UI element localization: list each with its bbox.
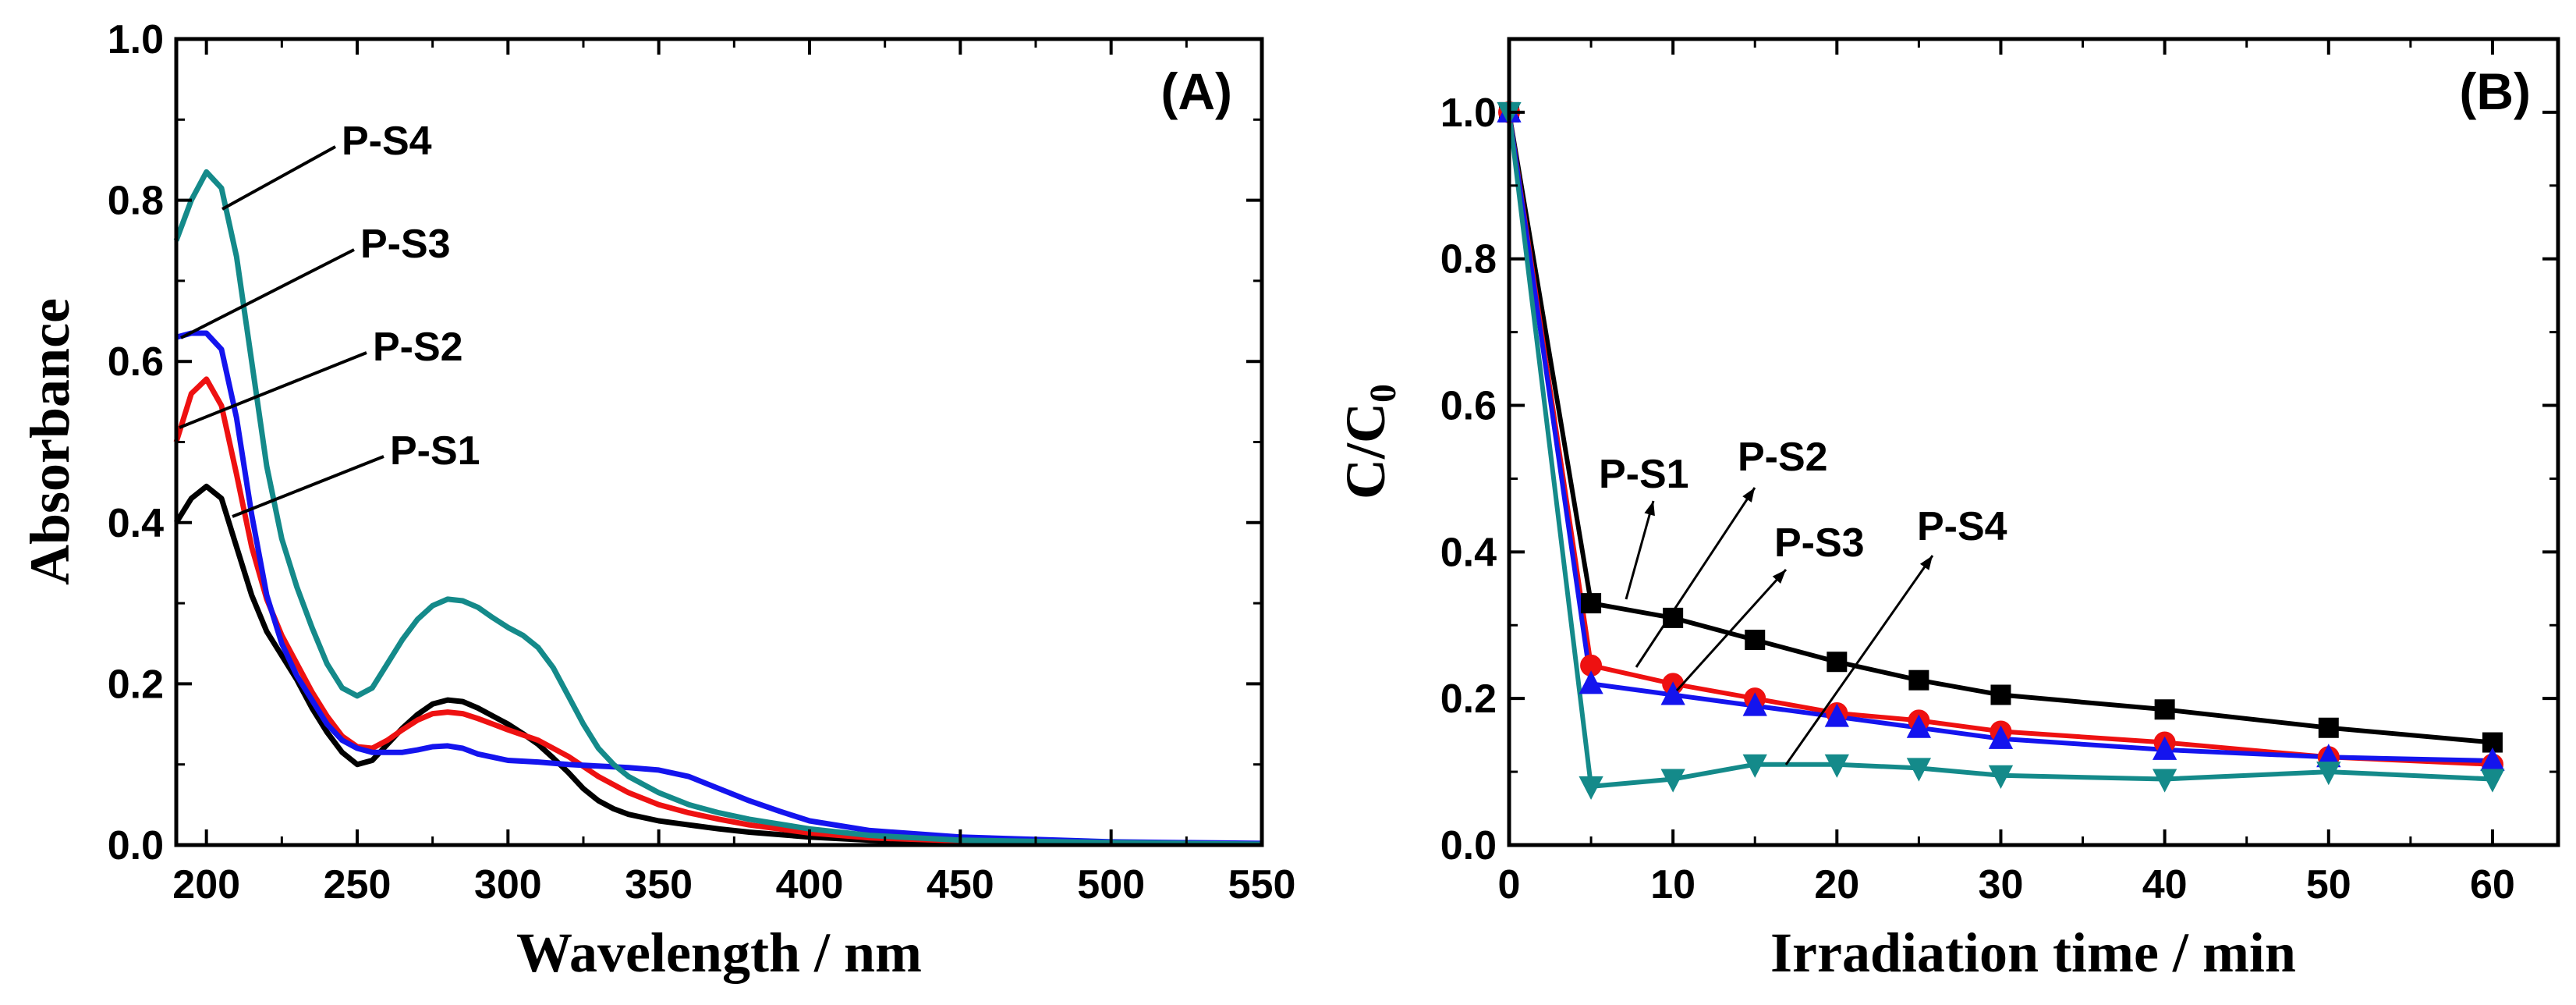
panel-b-series-arrowhead-p-s2 <box>1742 488 1755 502</box>
panel-b-point-p-s4 <box>1742 754 1767 778</box>
panel-b-point-p-s4 <box>2152 769 2177 793</box>
panel-b-y-tick-label: 1.0 <box>1440 91 1497 136</box>
panel-b-point-p-s4 <box>2316 762 2341 786</box>
panel-a-ticks: 200 250 300 350 400 450 500 550 0.0 0.2 0.4 0.6 0.8 1… <box>108 17 1296 907</box>
panel-a-x-tick-label: 400 <box>776 862 844 907</box>
panel-b-point-p-s1 <box>1745 630 1766 651</box>
panel-a-series-leader-p-s4 <box>221 145 336 211</box>
panel-b-series-line-p-s4 <box>1507 112 2493 789</box>
panel-b-point-p-s1 <box>1990 684 2011 705</box>
panel-a-y-tick-label: 1.0 <box>108 17 164 62</box>
panel-b-point-p-s1 <box>2154 699 2175 720</box>
panel-a-series-label-p-s3: P-S3 <box>360 222 451 267</box>
panel-b-series-leader-p-s3 <box>1675 568 1788 692</box>
panel-a-x-tick-label: 350 <box>625 862 693 907</box>
panel-a-series-label-p-s1: P-S1 <box>390 428 480 474</box>
panel-a-y-tick-label: 0.8 <box>108 179 164 224</box>
panel-a-x-tick-label: 550 <box>1228 862 1296 907</box>
panel-b-y-axis-title: C/C0 <box>1334 384 1404 499</box>
panel-b-y-axis-title-subscript: 0 <box>1362 384 1404 403</box>
panel-a-y-axis-title: Absorbance <box>19 298 81 585</box>
panel-b-x-tick-label: 50 <box>2306 862 2351 907</box>
panel-a-x-tick-label: 500 <box>1077 862 1145 907</box>
panel-b-point-p-s3 <box>2152 736 2177 760</box>
panel-b-point-p-s1 <box>2318 717 2339 738</box>
panel-a-series-leader-p-s1 <box>232 455 384 518</box>
panel-a-x-tick-label: 200 <box>172 862 240 907</box>
panel-b-series-label-p-s4: P-S4 <box>1917 504 2007 549</box>
panel-b: P-S1 P-S2P-S3 P-S4 0 10 20 30 40 50 600.00.20.40… <box>1334 37 2560 984</box>
panel-b-ticks: 0 10 20 30 40 50 60 0.0 0.2 0.4 0.6 0.8 1.0 <box>1440 37 2558 907</box>
panel-b-point-p-s1 <box>1827 652 1848 673</box>
panel-a-series-line-p-s3 <box>175 330 1263 847</box>
panel-a-y-tick-label: 0.2 <box>108 662 164 707</box>
panel-b-point-p-s4 <box>1660 769 1685 793</box>
panel-b-series-line-p-s3 <box>1507 112 2493 763</box>
panel-b-point-p-s4 <box>2480 769 2505 793</box>
panel-b-x-tick-label: 30 <box>1979 862 2024 907</box>
panel-a-series-label-p-s4: P-S4 <box>342 119 432 164</box>
panel-a-series-label-p-s2: P-S2 <box>373 325 463 370</box>
panel-b-series-label-p-s2: P-S2 <box>1738 435 1828 480</box>
panel-b-x-tick-label: 10 <box>1650 862 1695 907</box>
panel-a-y-tick-label: 0.4 <box>108 501 164 546</box>
panel-b-series-label-p-s3: P-S3 <box>1774 520 1865 566</box>
panel-b-label: (B) <box>2459 62 2531 120</box>
panel-b-plot-area: P-S1 P-S2 P-S3 P-S4 <box>1497 98 2505 801</box>
panel-b-y-tick-label: 0.6 <box>1440 384 1497 429</box>
panel-a-frame <box>174 37 1264 847</box>
panel-b-series-arrowhead-p-s1 <box>1644 501 1655 517</box>
panel-b-y-axis-title-main: C/C <box>1334 403 1397 499</box>
panel-b-series-leader-p-s1 <box>1625 500 1655 600</box>
panel-a-plot-area: P-S1 P-S2 P-S3 P-S4 <box>173 119 1263 847</box>
panel-b-point-p-s4 <box>1824 754 1849 778</box>
panel-a-x-tick-label: 250 <box>324 862 392 907</box>
panel-b-point-p-s3 <box>1742 692 1767 716</box>
panel-b-point-p-s3 <box>1660 681 1685 705</box>
panel-b-x-tick-label: 20 <box>1814 862 1859 907</box>
panel-b-point-p-s3 <box>1579 670 1603 694</box>
panel-a-series-leader-p-s2 <box>179 351 367 429</box>
panel-b-point-p-s1 <box>1908 669 1929 691</box>
panel-b-x-tick-label: 0 <box>1498 862 1521 907</box>
panel-b-x-tick-label: 40 <box>2142 862 2188 907</box>
panel-b-series-label-p-s1: P-S1 <box>1599 452 1689 497</box>
panel-a-series-line-p-s1 <box>174 483 1263 847</box>
panel-b-y-tick-label: 0.0 <box>1440 823 1497 868</box>
panel-b-series-leader-p-s2 <box>1635 487 1756 668</box>
panel-b-series-line-p-s2 <box>1507 112 2493 767</box>
panel-b-x-axis-title: Irradiation time / min <box>1770 922 2296 984</box>
panel-b-y-tick-label: 0.4 <box>1440 530 1497 575</box>
panel-a-series-line-p-s2 <box>173 376 1263 847</box>
panel-a-x-axis-title: Wavelength / nm <box>516 922 922 984</box>
panel-b-point-p-s4 <box>1906 758 1932 782</box>
panel-b-point-p-s3 <box>1824 703 1849 727</box>
panel-b-series-leader-p-s4 <box>1784 555 1934 765</box>
panel-b-frame <box>1507 37 2560 847</box>
panel-a-series-line-p-s4 <box>173 169 1263 847</box>
panel-a-x-tick-label: 450 <box>927 862 994 907</box>
panel-b-point-p-s3 <box>1906 714 1932 738</box>
panel-a: P-S1 P-S2 P-S3 P-S4 200 250 300 350 400 450 500 55… <box>19 17 1295 984</box>
panel-a-x-tick-label: 300 <box>474 862 542 907</box>
panel-a-series-leader-p-s3 <box>180 248 355 339</box>
panel-a-y-tick-label: 0.6 <box>108 339 164 385</box>
panel-b-point-p-s4 <box>1988 765 2014 789</box>
panel-b-point-p-s3 <box>1988 725 2014 749</box>
panel-b-series-line-p-s1 <box>1507 112 2493 745</box>
panel-b-x-tick-label: 60 <box>2470 862 2515 907</box>
panel-b-y-tick-label: 0.2 <box>1440 677 1497 722</box>
panel-a-y-tick-label: 0.0 <box>108 823 164 868</box>
panel-b-series-arrowhead-p-s4 <box>1919 556 1933 570</box>
panel-b-y-tick-label: 0.8 <box>1440 237 1497 282</box>
panel-b-point-p-s1 <box>1581 593 1602 614</box>
panel-b-point-p-s4 <box>1579 776 1603 801</box>
panel-a-label: (A) <box>1160 62 1232 120</box>
panel-b-series-arrowhead-p-s3 <box>1772 570 1786 584</box>
